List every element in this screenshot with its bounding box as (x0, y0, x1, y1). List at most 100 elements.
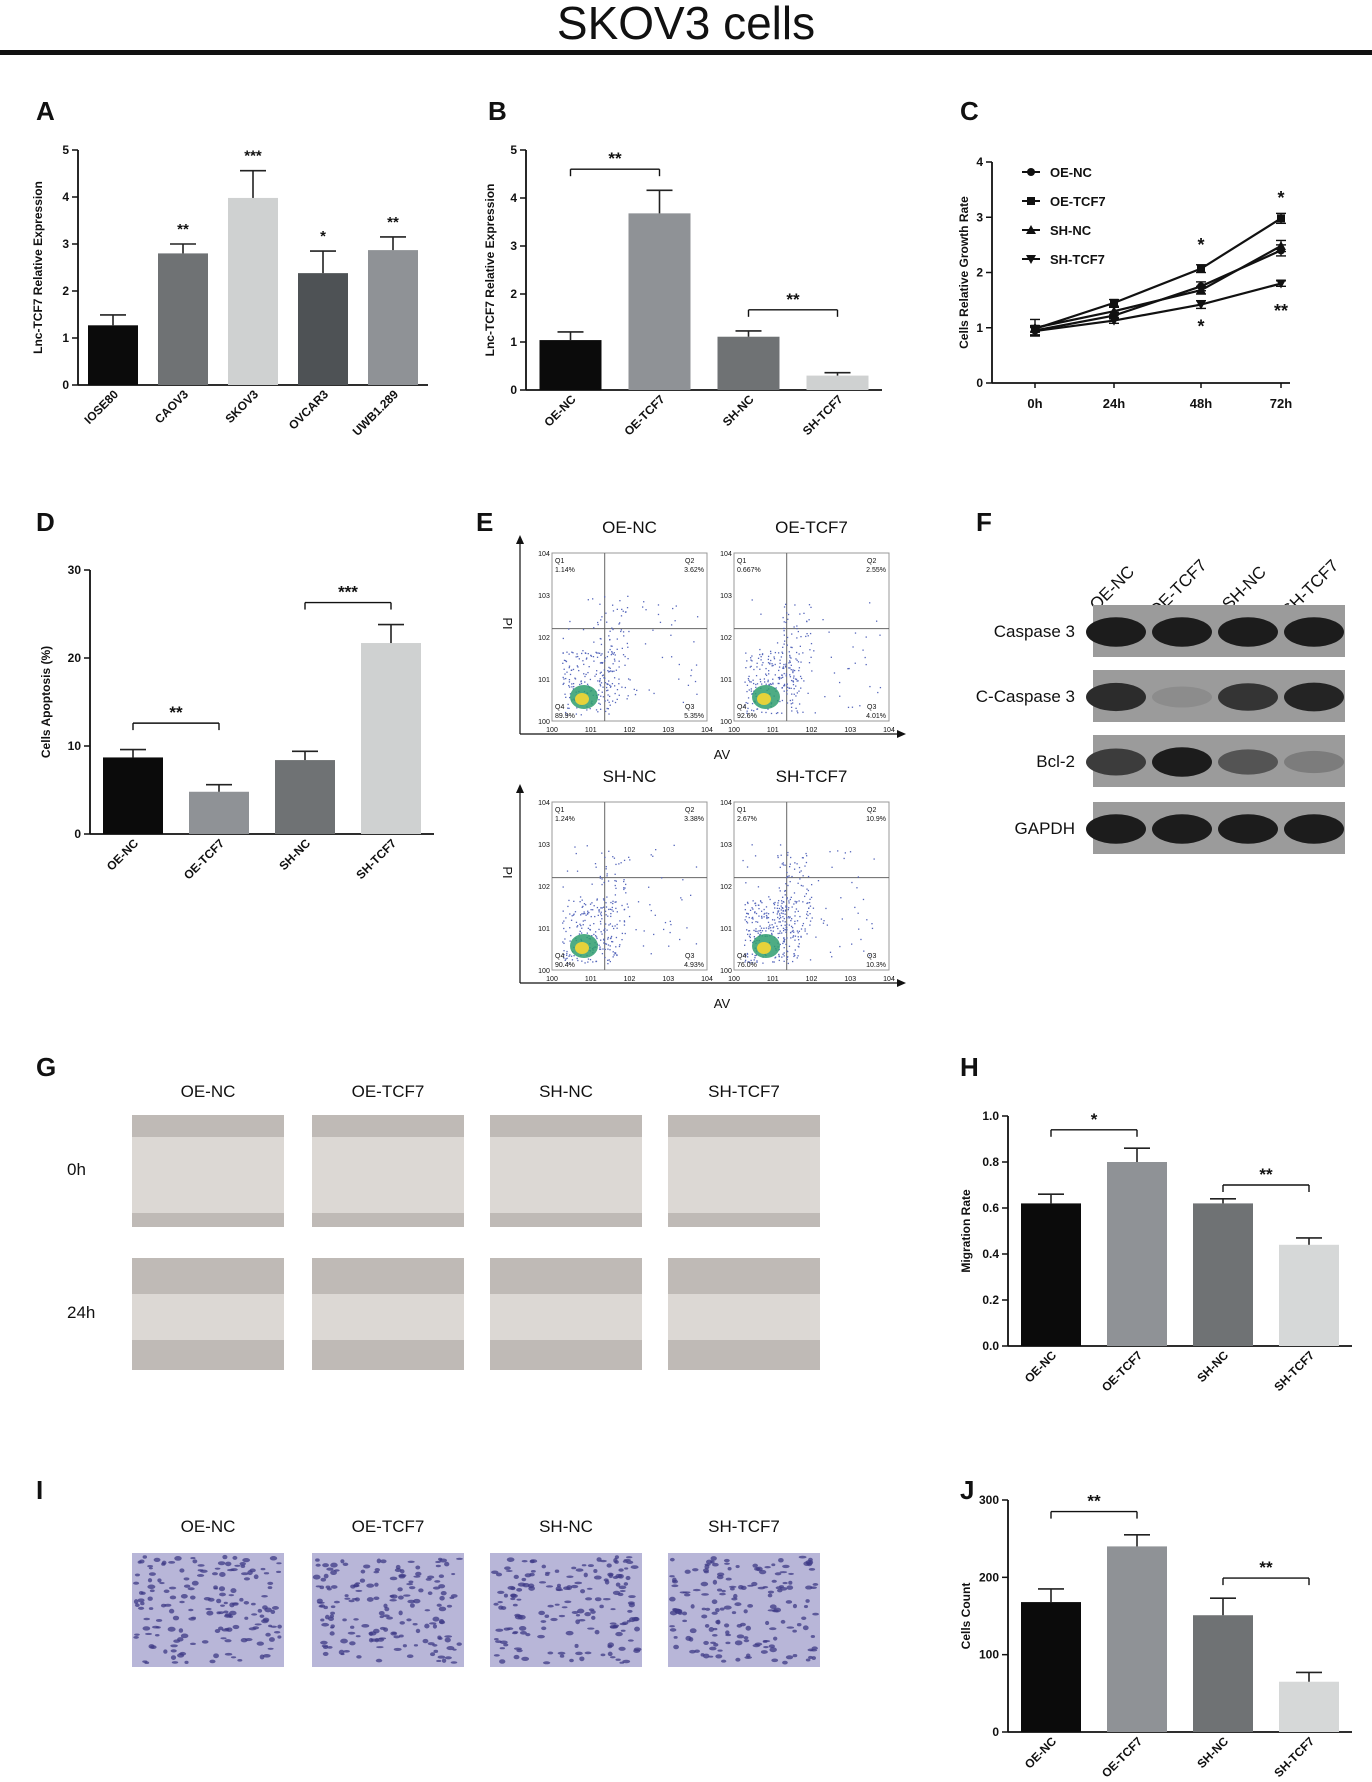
flow-plot-sh-nc-event (602, 948, 604, 950)
flow-plot-sh-nc-y-tick-label: 100 (538, 968, 550, 975)
chart-c-x-tick-label: 0h (1027, 396, 1042, 411)
flow-plot-sh-tcf7-event (812, 907, 815, 909)
flow-plot-oe-nc-event (587, 653, 589, 655)
flow-plot-oe-nc-event (609, 704, 611, 706)
transwell-cell (267, 1586, 273, 1590)
flow-plot-oe-nc-event (605, 710, 607, 713)
transwell-cell (513, 1647, 522, 1650)
flow-plot-sh-nc-x-tick-label: 101 (585, 976, 597, 983)
chart-c-point (1276, 240, 1286, 250)
transwell-cell (180, 1633, 189, 1639)
flow-plot-sh-tcf7-event (772, 961, 774, 963)
transwell-cell (133, 1635, 139, 1639)
transwell-cell (627, 1639, 634, 1642)
transwell-cell (312, 1574, 321, 1580)
transwell-cell (323, 1573, 329, 1579)
chart-c-y-tick-label: 0 (976, 376, 983, 390)
flow-plot-sh-nc-event (583, 903, 586, 905)
flow-plot-sh-tcf7-event (785, 943, 787, 946)
chart-a-bar (298, 273, 348, 385)
transwell-cell (590, 1610, 596, 1614)
flow-plot-sh-tcf7-event (752, 900, 754, 902)
transwell-cell (600, 1653, 606, 1657)
transwell-cell (725, 1630, 730, 1635)
transwell-cell (810, 1634, 816, 1638)
flow-plot-oe-tcf7-event (777, 676, 780, 679)
flow-plot-oe-nc-event (648, 689, 650, 691)
flow-plot-sh-nc-event (563, 920, 565, 922)
flow-plot-oe-tcf7-event (750, 688, 752, 690)
flow-plot-sh-nc-event (579, 896, 582, 898)
flow-plot-oe-tcf7-q2-value: 2.55% (866, 567, 886, 574)
flow-plot-sh-nc-event (565, 958, 567, 960)
chart-c-significance: * (1277, 188, 1284, 208)
flow-plot-oe-tcf7-event (792, 677, 795, 679)
chart-b-bracket-label: ** (608, 149, 622, 168)
flow-plot-sh-tcf7-event (785, 929, 787, 931)
flow-plot-oe-nc-title: OE-NC (602, 518, 657, 537)
flow-plot-sh-nc-event (648, 886, 650, 888)
chart-c-y-tick-label: 3 (976, 210, 983, 224)
flow-plot-oe-tcf7-event (791, 710, 793, 712)
transwell-cell (340, 1559, 345, 1564)
flow-plot-oe-tcf7-event (854, 662, 856, 664)
transwell-cell (710, 1556, 717, 1561)
flow-plot-oe-nc-q4-name: Q4 (555, 704, 564, 711)
flow-plot-sh-tcf7-event (797, 932, 799, 934)
transwell-cell (326, 1567, 334, 1571)
chart-a-y-tick-label: 2 (62, 284, 69, 298)
flow-plot-sh-tcf7-event (802, 875, 804, 877)
transwell-cell (575, 1651, 583, 1656)
flow-plot-sh-tcf7-event (793, 931, 795, 933)
transwell-cell (712, 1562, 719, 1567)
flow-plot-oe-tcf7-event (786, 693, 788, 695)
transwell-cell (709, 1646, 717, 1651)
flow-plot-sh-tcf7-event (786, 917, 788, 919)
transwell-cell (715, 1654, 723, 1659)
panel-label-g: G (36, 1052, 57, 1082)
transwell-cell (620, 1629, 626, 1632)
flow-plot-oe-tcf7-q1-name: Q1 (737, 558, 746, 565)
flow-plot-sh-nc-event (564, 938, 566, 940)
flow-plot-sh-tcf7-event (760, 927, 763, 929)
flow-plot-oe-tcf7-event (780, 677, 783, 679)
transwell-cell (178, 1628, 184, 1633)
chart-c-point (1276, 279, 1286, 289)
flow-plot-sh-nc-event (655, 849, 657, 851)
chart-h-x-tick-label: OE-NC (1022, 1348, 1059, 1385)
flow-plot-oe-tcf7-y-tick-label: 100 (720, 719, 732, 726)
flow-plot-sh-nc-event (610, 935, 613, 938)
flow-plot-oe-nc-event (661, 656, 664, 659)
flow-plot-oe-nc-event (682, 701, 685, 704)
transwell-cell (234, 1564, 241, 1567)
flow-plot-oe-tcf7-event (797, 680, 799, 682)
flow-plot-sh-tcf7-event (805, 917, 808, 919)
transwell-cell (344, 1597, 351, 1600)
flow-plot-oe-tcf7-event (865, 663, 867, 666)
flow-plot-sh-nc-event (670, 923, 672, 926)
flow-plot-oe-tcf7-event (854, 632, 857, 634)
flow-plot-oe-tcf7-event (747, 677, 750, 680)
flow-plot-sh-nc-event (603, 939, 605, 942)
flow-plot-sh-nc-event (601, 918, 603, 920)
flow-plot-oe-tcf7-event (875, 620, 878, 622)
flow-plot-oe-nc-event (600, 671, 602, 673)
transwell-cell (527, 1583, 535, 1589)
flow-plot-sh-nc-event (608, 959, 610, 961)
wound-cell-edge-top (312, 1115, 464, 1137)
chart-a-x-tick-label: SKOV3 (222, 387, 261, 426)
chart-b-bar (806, 375, 869, 390)
flow-plot-oe-tcf7-event (756, 683, 759, 685)
transwell-cell (723, 1605, 732, 1610)
flow-plot-sh-tcf7-event (807, 875, 810, 878)
flow-plot-sh-nc-event (599, 877, 601, 879)
flow-plot-sh-tcf7-event (783, 952, 785, 954)
transwell-cell (259, 1654, 265, 1660)
transwell-cell (168, 1608, 175, 1614)
transwell-cell (734, 1640, 743, 1646)
flow-plot-oe-tcf7-event (767, 662, 770, 664)
flow-plot-sh-nc-event (600, 914, 603, 917)
flow-plot-oe-tcf7-event (828, 631, 830, 633)
transwell-cell (542, 1661, 551, 1665)
flow-plot-sh-nc-event (607, 962, 609, 965)
